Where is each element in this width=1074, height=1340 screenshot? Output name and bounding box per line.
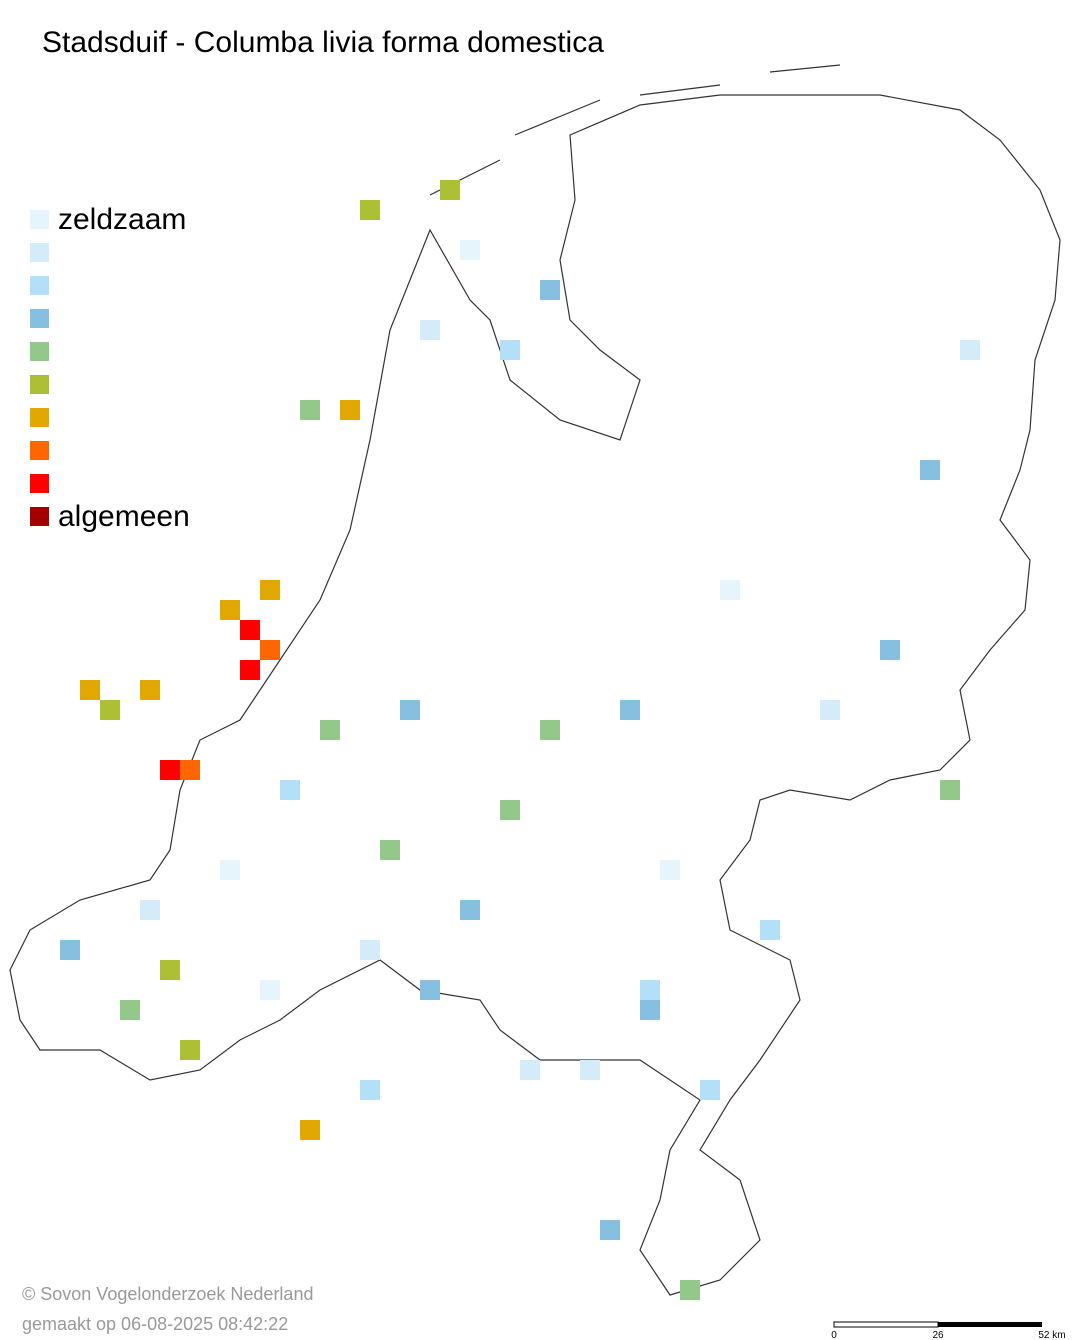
cell [760,920,780,940]
scale-label: 26 [932,1330,944,1340]
cell [420,320,440,340]
cell [720,580,740,600]
credit: © Sovon Vogelonderzoek Nederland [22,1284,313,1304]
cell [380,840,400,860]
cell [340,400,360,420]
legend-label: zeldzaam [58,203,186,236]
cell [360,1080,380,1100]
cell [580,1060,600,1080]
legend-swatch [30,342,49,361]
cell [80,680,100,700]
cell [320,720,340,740]
cell [160,960,180,980]
cell [940,780,960,800]
cell [660,860,680,880]
cell [140,900,160,920]
cell [220,600,240,620]
legend-swatch [30,309,49,328]
legend-swatch [30,507,49,526]
cell [220,860,240,880]
cell [600,1220,620,1240]
scale-label: 0 [831,1330,837,1340]
legend-swatch [30,375,49,394]
cell [100,700,120,720]
scale-segment [938,1322,1042,1327]
cell [240,660,260,680]
cell [540,280,560,300]
cell [620,700,640,720]
cell [400,700,420,720]
cell [420,980,440,1000]
legend-swatch [30,210,49,229]
cell [300,400,320,420]
cell [640,980,660,1000]
cell [460,240,480,260]
cell [180,760,200,780]
legend: zeldzaam algemeen [30,203,190,533]
credit: gemaakt op 06-08-2025 08:42:22 [22,1314,288,1334]
cell [440,180,460,200]
cell [160,760,180,780]
cell [920,460,940,480]
legend-swatch [30,441,49,460]
country-outline [9,64,1061,1296]
distribution-cells [60,180,980,1300]
map-title: Stadsduif - Columba livia forma domestic… [42,26,604,59]
cell [260,580,280,600]
cell [700,1080,720,1100]
cell [680,1280,700,1300]
cell [520,1060,540,1080]
cell [640,1000,660,1020]
cell [240,620,260,640]
cell [60,940,80,960]
scale-bar: 0 26 52 km [831,1321,1066,1340]
cell [880,640,900,660]
legend-label: algemeen [58,500,190,533]
legend-swatch [30,474,49,493]
legend-swatch [30,276,49,295]
cell [540,720,560,740]
cell [960,340,980,360]
cell [260,640,280,660]
cell [360,940,380,960]
legend-swatch [30,408,49,427]
cell [360,200,380,220]
cell [120,1000,140,1020]
cell [180,1040,200,1060]
legend-swatch [30,243,49,262]
cell [820,700,840,720]
scale-label: 52 km [1038,1330,1065,1340]
cell [500,340,520,360]
cell [300,1120,320,1140]
cell [500,800,520,820]
scale-segment [833,1321,939,1328]
cell [140,680,160,700]
cell [280,780,300,800]
cell [460,900,480,920]
cell [260,980,280,1000]
